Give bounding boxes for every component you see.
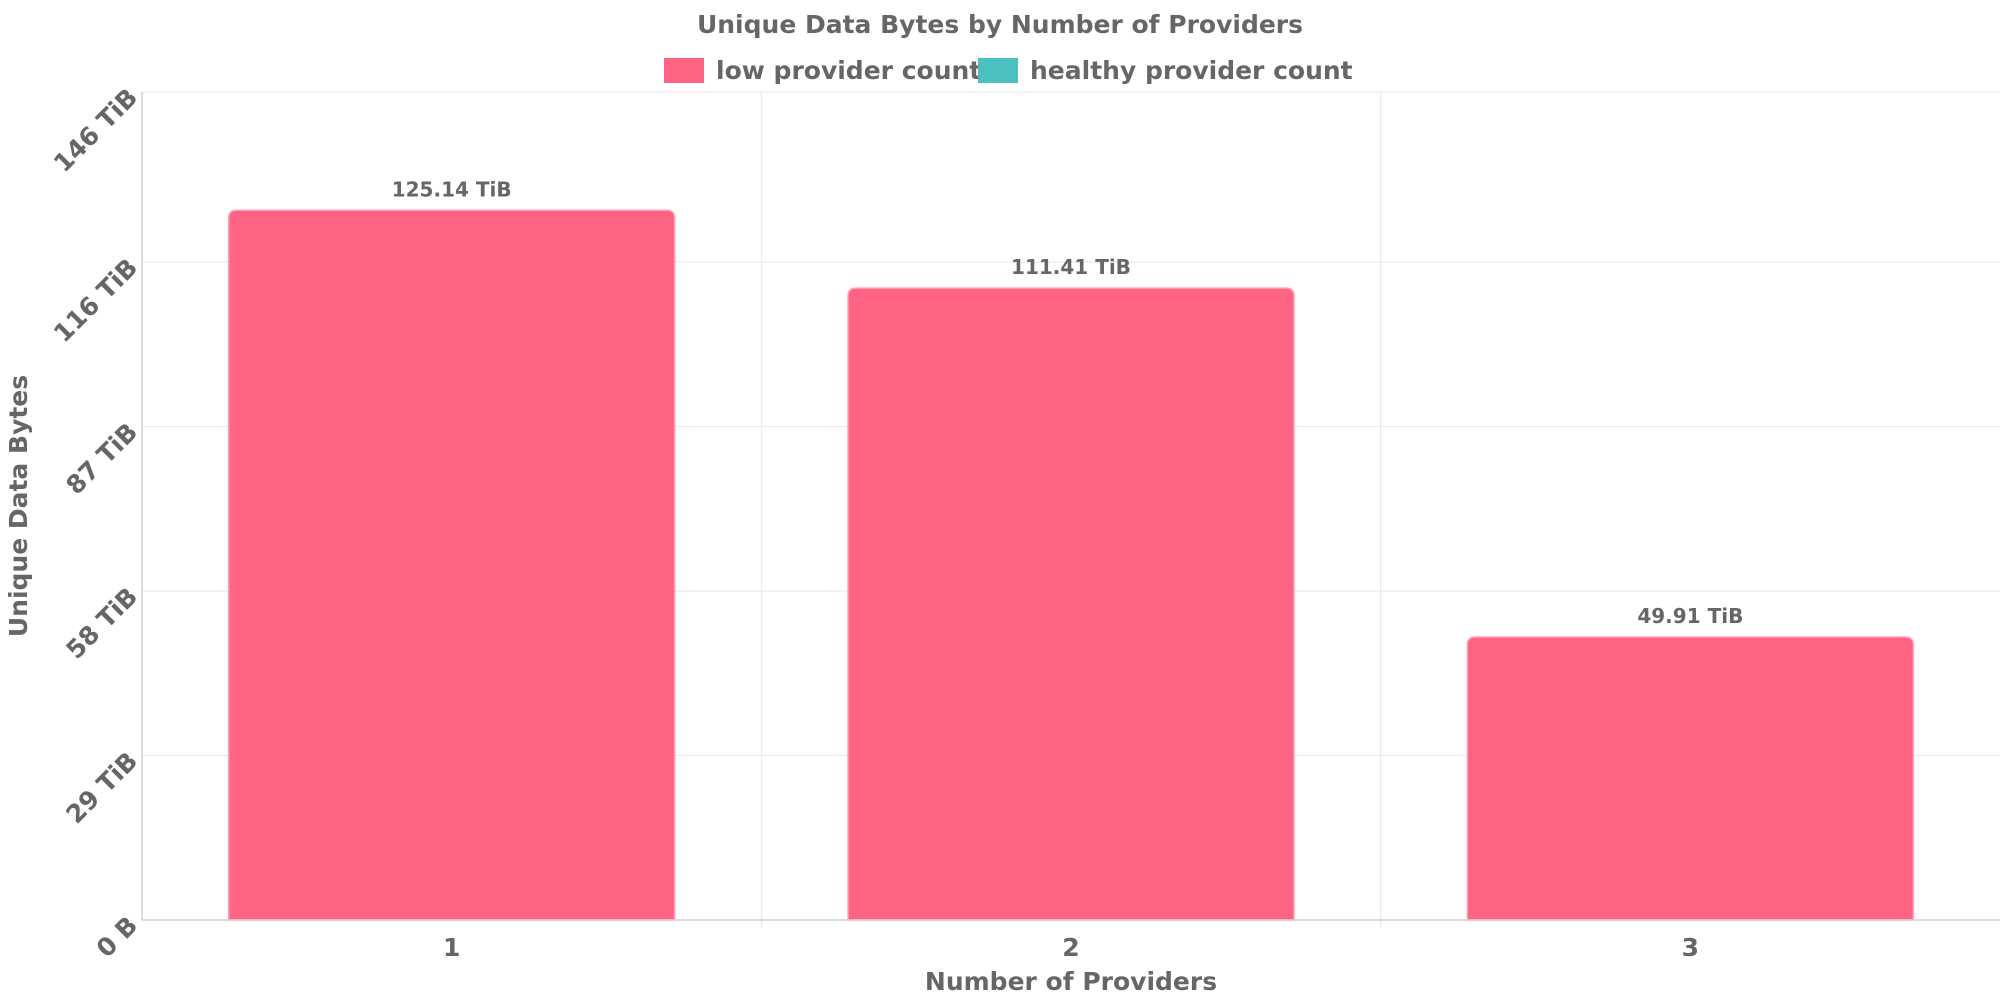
y-tick-label: 29 TiB xyxy=(60,746,143,829)
y-tick-label: 146 TiB xyxy=(48,83,143,178)
bar-3[interactable] xyxy=(1466,636,1915,921)
legend-item-low-provider-count[interactable]: low provider count xyxy=(664,56,981,85)
y-tick-label: 116 TiB xyxy=(48,253,143,348)
legend-label-healthy-provider-count: healthy provider count xyxy=(1030,56,1353,85)
axes xyxy=(141,92,2000,921)
bar-2[interactable] xyxy=(847,287,1295,921)
bar-value-label-1: 125.14 TiB xyxy=(392,177,512,201)
bars xyxy=(227,209,1915,921)
bar-value-label-2: 111.41 TiB xyxy=(1011,255,1131,279)
x-tick-labels: 1 2 3 xyxy=(443,933,1699,962)
x-axis-title: Number of Providers xyxy=(925,967,1217,996)
legend-swatch-healthy-provider-count xyxy=(978,58,1018,83)
x-tick-label-3: 3 xyxy=(1682,933,1699,962)
y-tick-label: 58 TiB xyxy=(60,582,143,665)
legend: low provider count healthy provider coun… xyxy=(664,56,1353,85)
chart-title: Unique Data Bytes by Number of Providers xyxy=(697,10,1303,39)
y-axis-title: Unique Data Bytes xyxy=(4,375,33,637)
x-tick-label-1: 1 xyxy=(443,933,460,962)
bar-1[interactable] xyxy=(227,209,676,921)
y-tick-labels: 0 B 29 TiB 58 TiB 87 TiB 116 TiB 146 TiB xyxy=(48,83,143,963)
x-tick-label-2: 2 xyxy=(1062,933,1079,962)
data-labels: 125.14 TiB 111.41 TiB 49.91 TiB xyxy=(392,177,1744,628)
legend-item-healthy-provider-count[interactable]: healthy provider count xyxy=(978,56,1353,85)
y-tick-label: 0 B xyxy=(91,911,143,963)
legend-swatch-low-provider-count xyxy=(664,58,704,83)
legend-label-low-provider-count: low provider count xyxy=(716,56,981,85)
y-tick-label: 87 TiB xyxy=(60,417,143,500)
bar-value-label-3: 49.91 TiB xyxy=(1637,604,1743,628)
